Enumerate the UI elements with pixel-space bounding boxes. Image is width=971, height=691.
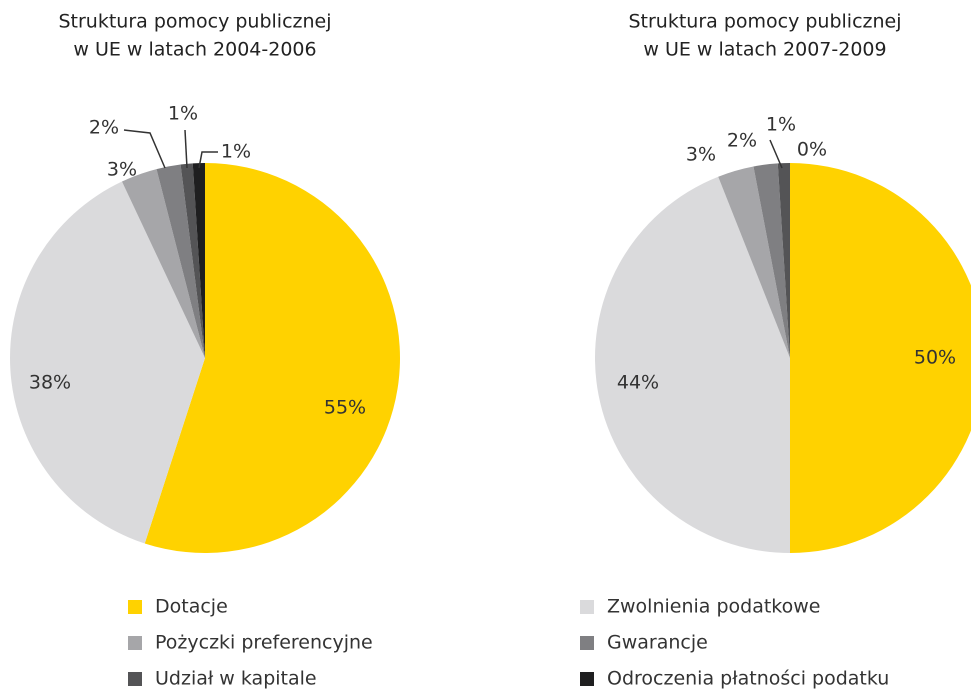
legend-label: Zwolnienia podatkowe: [607, 596, 821, 618]
leader-line: [123, 129, 166, 169]
data-label: 2%: [727, 130, 757, 152]
pie-slice: [192, 163, 205, 358]
legend-swatch: [580, 600, 594, 614]
pie-slice: [156, 164, 205, 358]
legend-swatch: [580, 636, 594, 650]
chart-title: Struktura pomocy publicznej: [58, 11, 331, 33]
legend-swatch: [128, 600, 142, 614]
leader-line: [184, 129, 188, 169]
legend-label: Gwarancje: [607, 632, 708, 654]
data-label: 38%: [29, 372, 71, 394]
pie-slice: [10, 181, 206, 544]
pie-slice: [777, 163, 790, 358]
data-label: 1%: [168, 103, 198, 125]
data-label: 3%: [686, 144, 716, 166]
legend-label: Dotacje: [155, 596, 228, 618]
leader-line: [769, 139, 783, 169]
pie-slice: [180, 163, 205, 358]
pie-slice: [595, 176, 790, 553]
legend-label: Pożyczki preferencyjne: [155, 632, 373, 654]
data-label: 2%: [89, 117, 119, 139]
chart-title: Struktura pomocy publicznej: [628, 11, 901, 33]
data-label: 50%: [914, 347, 956, 369]
pie-slice: [718, 166, 790, 358]
pie-slice: [753, 163, 790, 358]
data-label: 1%: [766, 114, 796, 136]
chart-title: w UE w latach 2004-2006: [73, 39, 316, 61]
data-label: 44%: [617, 372, 659, 394]
leader-line: [198, 151, 218, 169]
legend-swatch: [580, 672, 594, 686]
pie-slice: [144, 163, 401, 553]
legend-swatch: [128, 636, 142, 650]
data-label: 1%: [221, 141, 251, 163]
pie-slice: [790, 163, 971, 553]
legend-label: Udział w kapitale: [155, 668, 317, 690]
data-label: 0%: [797, 139, 827, 161]
legend-label: Odroczenia płatności podatku: [607, 668, 889, 690]
pie-slice: [121, 169, 205, 358]
chart-title: w UE w latach 2007-2009: [643, 39, 886, 61]
data-label: 3%: [107, 159, 137, 181]
legend-swatch: [128, 672, 142, 686]
data-label: 55%: [324, 397, 366, 419]
